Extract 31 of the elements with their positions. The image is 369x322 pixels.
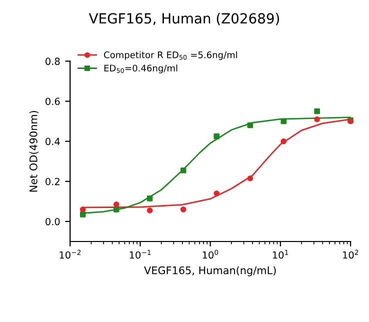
- point: [146, 196, 153, 202]
- point: [214, 190, 220, 196]
- point: [314, 116, 320, 122]
- y-axis-title: Net OD(490nm): [29, 110, 39, 192]
- point: [247, 122, 254, 128]
- x-tick-label: 10$^{1}$: [272, 250, 288, 259]
- point: [180, 206, 186, 212]
- y-tick-label: 0.0: [46, 218, 60, 226]
- legend-label: ED$_{50}$=0.46ng/ml: [104, 64, 178, 74]
- point: [80, 206, 86, 212]
- y-tick-label: 0.8: [46, 58, 60, 66]
- point: [314, 108, 320, 114]
- x-tick-label: 10$^{−1}$: [130, 250, 151, 259]
- point: [280, 138, 287, 144]
- x-tick-label: 10$^{0}$: [202, 250, 218, 259]
- chart-title: VEGF165, Human (Z02689): [88, 12, 280, 26]
- point: [214, 133, 220, 140]
- point: [280, 118, 287, 124]
- point: [146, 208, 153, 214]
- point: [80, 212, 86, 218]
- legend-label: Competitor R ED$_{50}$ =5.6ng/ml: [104, 51, 238, 60]
- y-tick-label: 0.2: [46, 178, 60, 186]
- y-tick-label: 0.6: [46, 98, 60, 106]
- x-tick-label: 10$^{−2}$: [60, 250, 80, 259]
- point: [113, 206, 120, 212]
- y-tick-label: 0.4: [46, 138, 60, 146]
- point: [180, 167, 186, 174]
- x-tick-label: 10$^{2}$: [343, 250, 358, 259]
- point: [113, 202, 120, 208]
- x-axis-title: VEGF165, Human(ng/mL): [144, 266, 276, 276]
- point: [247, 175, 254, 182]
